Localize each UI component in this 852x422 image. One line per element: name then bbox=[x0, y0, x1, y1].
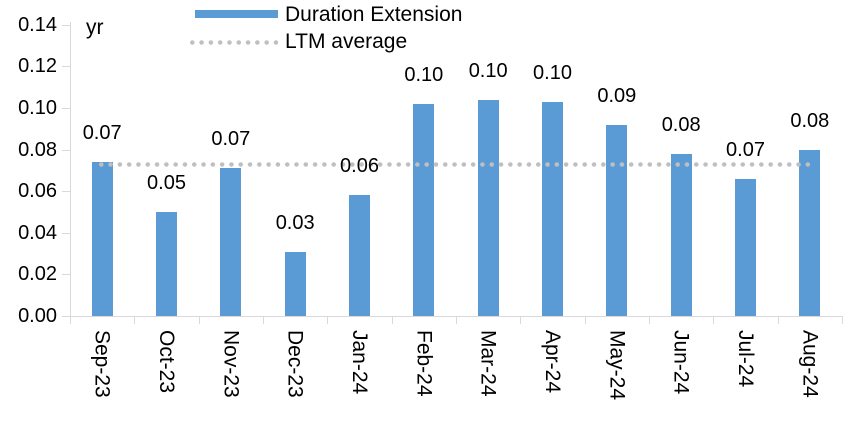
x-axis-tick bbox=[70, 316, 71, 324]
duration-extension-bar bbox=[477, 99, 499, 316]
y-axis-tick bbox=[62, 66, 70, 68]
x-axis-tick bbox=[520, 316, 522, 324]
x-axis-category-label: Dec-23 bbox=[283, 330, 307, 398]
x-axis-tick bbox=[584, 316, 586, 324]
x-axis-tick bbox=[327, 316, 329, 324]
legend-label-ltm-average: LTM average bbox=[285, 30, 408, 53]
duration-extension-bar bbox=[91, 162, 113, 316]
duration-extension-bar bbox=[156, 212, 177, 316]
x-axis-tick bbox=[713, 316, 715, 324]
x-axis-category-label: Feb-24 bbox=[412, 330, 436, 397]
x-axis-category-label: Aug-24 bbox=[798, 330, 822, 398]
y-axis-tick-label: 0.08 bbox=[18, 138, 57, 161]
bar-value-label: 0.10 bbox=[404, 63, 444, 86]
x-axis-category-label: Jun-24 bbox=[669, 330, 693, 395]
legend-dotted-line-swatch bbox=[190, 40, 278, 45]
y-axis-tick-label: 0.04 bbox=[18, 221, 57, 244]
duration-extension-bar bbox=[284, 251, 306, 316]
y-axis-tick-label: 0.14 bbox=[18, 13, 57, 36]
duration-extension-bar bbox=[799, 149, 821, 316]
duration-extension-bar bbox=[413, 103, 435, 316]
y-axis-tick-label: 0.12 bbox=[18, 55, 57, 78]
y-axis-tick bbox=[62, 232, 70, 234]
y-axis-line bbox=[70, 22, 71, 316]
legend-bar-swatch bbox=[195, 10, 278, 18]
legend-label-duration-extension: Duration Extension bbox=[285, 3, 463, 26]
bar-value-label: 0.07 bbox=[726, 138, 765, 161]
ltm-average-line bbox=[99, 161, 814, 167]
bar-value-label: 0.08 bbox=[790, 109, 830, 132]
bar-value-label: 0.05 bbox=[147, 172, 186, 194]
y-axis-tick bbox=[62, 108, 70, 109]
duration-extension-bar bbox=[606, 124, 628, 316]
x-axis-tick bbox=[649, 316, 650, 324]
bar-value-label: 0.07 bbox=[211, 128, 251, 151]
x-axis-category-label: Nov-23 bbox=[219, 330, 243, 398]
duration-extension-bar bbox=[542, 101, 563, 316]
x-axis-tick bbox=[842, 316, 843, 324]
y-axis-tick-label: 0.10 bbox=[18, 97, 57, 119]
y-axis-unit-label: yr bbox=[86, 16, 104, 39]
y-axis-tick bbox=[62, 149, 70, 151]
x-axis-category-label: Sep-23 bbox=[90, 330, 114, 398]
x-axis-tick bbox=[198, 316, 200, 324]
bar-value-label: 0.06 bbox=[340, 155, 379, 178]
y-axis-tick-label: 0.00 bbox=[18, 305, 57, 327]
x-axis-category-label: Mar-24 bbox=[476, 330, 500, 397]
y-axis-tick-label: 0.06 bbox=[18, 180, 57, 203]
bar-value-label: 0.03 bbox=[275, 211, 315, 234]
bar-value-label: 0.09 bbox=[597, 84, 637, 107]
duration-extension-bar bbox=[220, 168, 242, 316]
duration-extension-bar bbox=[735, 178, 756, 316]
x-axis-category-label: May-24 bbox=[605, 330, 629, 401]
y-axis-tick bbox=[62, 24, 70, 26]
x-axis-tick bbox=[391, 316, 393, 324]
y-axis-tick bbox=[62, 191, 70, 193]
x-axis-category-label: Apr-24 bbox=[541, 330, 564, 394]
x-axis-tick bbox=[456, 316, 457, 324]
y-axis-tick bbox=[62, 316, 70, 317]
y-axis-tick-label: 0.02 bbox=[18, 263, 57, 286]
x-axis-category-label: Jan-24 bbox=[348, 330, 371, 395]
x-axis-tick bbox=[134, 316, 136, 324]
bar-value-label: 0.10 bbox=[533, 61, 572, 84]
y-axis-tick bbox=[62, 274, 70, 276]
duration-extension-bar bbox=[349, 195, 370, 316]
bar-value-label: 0.10 bbox=[468, 59, 508, 82]
x-axis-category-label: Oct-23 bbox=[155, 330, 178, 394]
duration-extension-bar bbox=[670, 153, 692, 316]
x-axis-category-label: Jul-24 bbox=[734, 330, 757, 388]
bar-value-label: 0.07 bbox=[82, 122, 122, 145]
x-axis-tick bbox=[777, 316, 779, 324]
x-axis-tick bbox=[263, 316, 264, 324]
bar-value-label: 0.08 bbox=[661, 113, 701, 136]
